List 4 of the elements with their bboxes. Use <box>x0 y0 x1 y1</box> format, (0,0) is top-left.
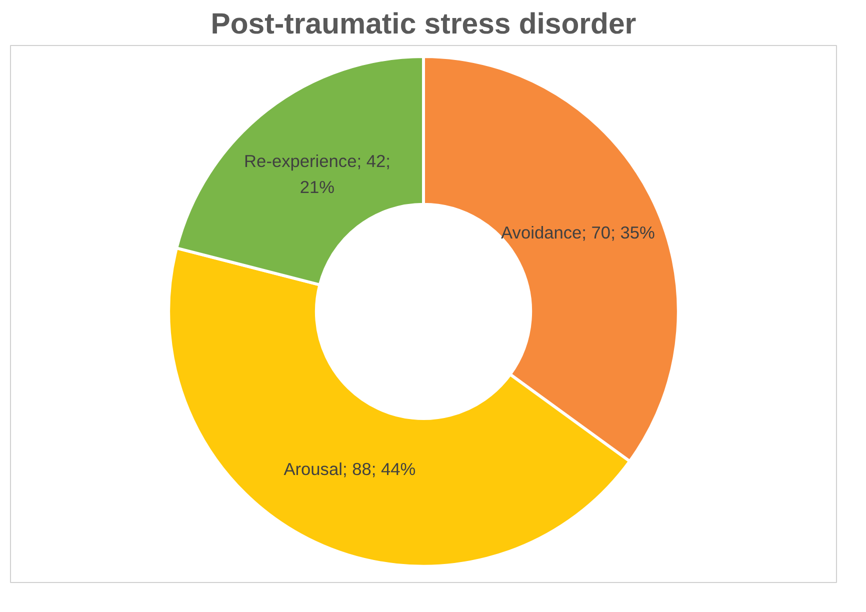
slice-label: Arousal; 88; 44% <box>284 458 416 479</box>
slice-label: Avoidance; 70; 35% <box>501 222 655 242</box>
slice-label: Re-experience; 42; 21% <box>244 151 390 198</box>
chart-title: Post-traumatic stress disorder <box>210 8 636 40</box>
